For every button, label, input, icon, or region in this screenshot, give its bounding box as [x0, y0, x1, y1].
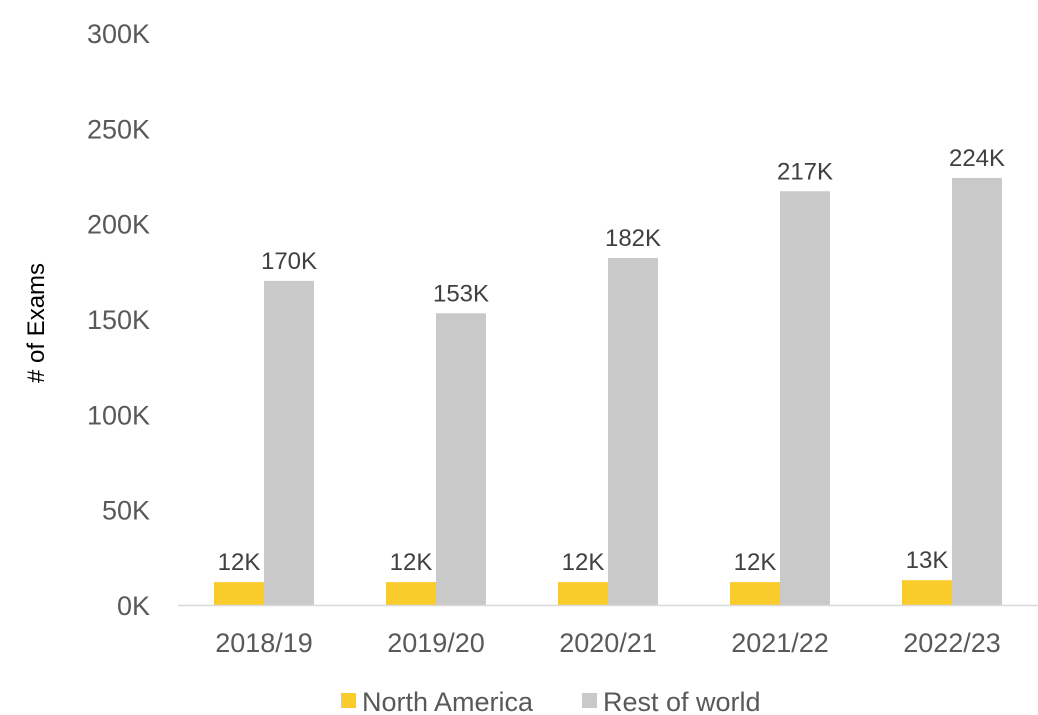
data-label: 170K — [261, 248, 317, 275]
x-tick-label: 2022/23 — [903, 628, 1001, 658]
legend-label: North America — [362, 687, 534, 715]
y-tick-label: 300K — [87, 19, 150, 49]
y-tick-label: 0K — [117, 591, 150, 621]
y-tick-label: 100K — [87, 400, 150, 430]
legend: North America Rest of world — [341, 687, 761, 715]
bar-rest-of-world — [952, 177, 1002, 605]
bar-north-america — [386, 582, 436, 605]
y-tick-label: 50K — [102, 496, 150, 526]
bar-rest-of-world — [780, 191, 830, 605]
data-label: 12K — [734, 549, 777, 576]
data-label: 12K — [562, 549, 605, 576]
data-label: 224K — [949, 145, 1005, 172]
bar-rest-of-world — [264, 280, 314, 605]
y-axis: 0K 50K 100K 150K 200K 250K 300K — [87, 19, 150, 621]
y-tick-label: 200K — [87, 210, 150, 240]
data-label: 12K — [218, 549, 261, 576]
bar-north-america — [730, 582, 780, 605]
data-label: 182K — [605, 225, 661, 252]
legend-swatch — [341, 693, 356, 708]
y-axis-title: # of Exams — [23, 263, 50, 383]
data-label: 12K — [390, 549, 433, 576]
y-tick-label: 150K — [87, 305, 150, 335]
x-tick-label: 2020/21 — [559, 628, 657, 658]
legend-label: Rest of world — [603, 687, 761, 715]
bars: 12K 170K 12K 153K 12K 182K 12K 217K 13K 224K — [214, 145, 1005, 605]
bar-north-america — [214, 582, 264, 605]
bar-rest-of-world — [608, 257, 658, 605]
bar-north-america — [902, 580, 952, 605]
y-tick-label: 250K — [87, 114, 150, 144]
x-axis: 2018/19 2019/20 2020/21 2021/22 2022/23 — [178, 604, 1038, 658]
x-tick-label: 2018/19 — [215, 628, 313, 658]
data-label: 13K — [906, 547, 949, 574]
data-label: 217K — [777, 158, 833, 185]
data-label: 153K — [433, 280, 489, 307]
x-tick-label: 2021/22 — [731, 628, 829, 658]
bar-north-america — [558, 582, 608, 605]
bar-rest-of-world — [436, 313, 486, 605]
legend-swatch — [582, 693, 597, 708]
x-tick-label: 2019/20 — [387, 628, 485, 658]
